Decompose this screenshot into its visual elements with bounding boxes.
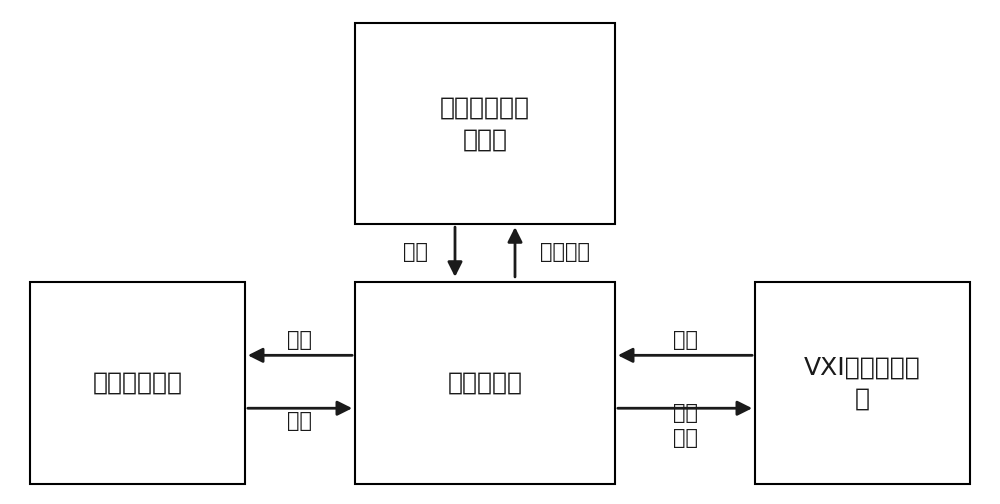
Text: 返回: 返回: [402, 242, 428, 262]
Text: 主监控模块: 主监控模块: [448, 371, 522, 395]
Text: 软件中断: 软件中断: [540, 242, 590, 262]
Bar: [355, 23, 615, 224]
Bar: [30, 282, 245, 484]
Text: 数据存储与管
理模块: 数据存储与管 理模块: [440, 96, 530, 151]
Text: 中断: 中断: [288, 330, 312, 350]
Bar: [355, 282, 615, 484]
Text: 中断服务模块: 中断服务模块: [92, 371, 182, 395]
Text: 返回: 返回: [672, 330, 698, 350]
Bar: [755, 282, 970, 484]
Text: 返回: 返回: [288, 411, 312, 431]
Text: VXI命令服务模
块: VXI命令服务模 块: [804, 355, 921, 411]
Text: 硬件
中断: 硬件 中断: [672, 404, 698, 448]
